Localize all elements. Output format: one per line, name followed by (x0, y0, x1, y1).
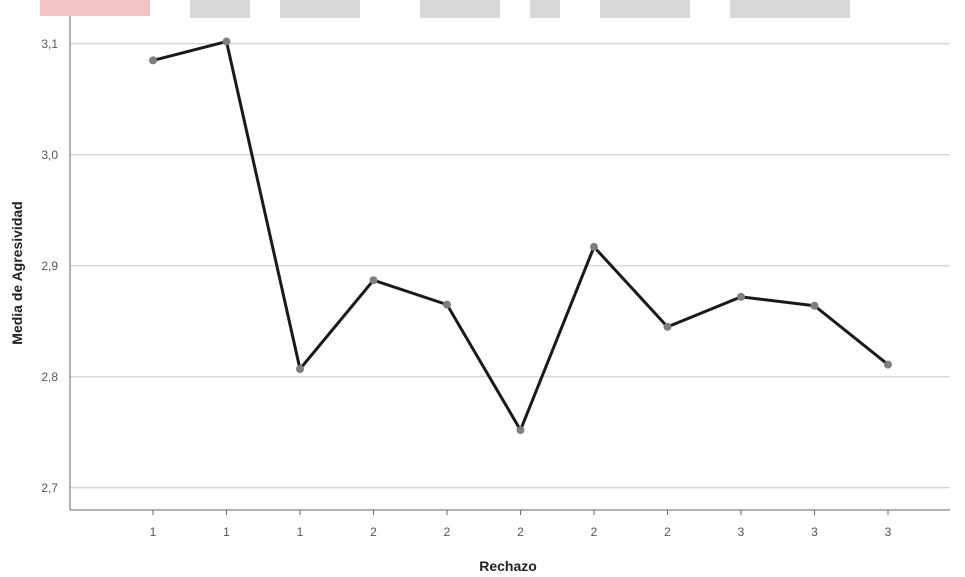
data-point (884, 360, 892, 369)
x-tick-label: 1 (297, 525, 304, 539)
series-markers (149, 37, 892, 435)
x-tick-label: 2 (370, 525, 377, 539)
data-point (663, 322, 672, 331)
x-tick-label: 2 (517, 525, 524, 539)
data-point (222, 37, 231, 46)
y-tick-labels: 2,7 2,8 2,9 3,0 3,1 (41, 37, 58, 495)
data-point (810, 301, 819, 310)
y-tick-label: 3,0 (41, 148, 58, 162)
data-point (590, 242, 598, 251)
x-tick-label: 1 (223, 525, 230, 539)
x-tick-label: 1 (150, 525, 157, 539)
x-tick-label: 2 (664, 525, 671, 539)
series-line-layer (152, 40, 889, 432)
x-tick-label: 3 (811, 525, 818, 539)
x-tick-label: 3 (885, 525, 892, 539)
x-tick-label: 2 (591, 525, 598, 539)
data-point (296, 365, 304, 374)
x-axis-title: Rechazo (479, 558, 537, 574)
data-point (737, 292, 745, 301)
gridlines (70, 43, 950, 489)
y-tick-label: 2,7 (41, 481, 58, 495)
x-tick-labels: 1 1 1 2 2 2 2 2 3 3 3 (150, 510, 892, 539)
data-point (369, 276, 378, 285)
x-tick-label: 2 (444, 525, 451, 539)
y-tick-label: 2,8 (41, 370, 58, 384)
data-point (443, 300, 451, 309)
data-point (516, 426, 525, 435)
axes (69, 16, 950, 511)
y-axis-title: Media de Agresividad (9, 201, 25, 344)
y-tick-label: 2,9 (41, 259, 58, 273)
x-tick-label: 3 (738, 525, 745, 539)
watermark-band (40, 0, 850, 18)
y-tick-label: 3,1 (41, 37, 58, 51)
data-point (149, 56, 157, 65)
series-line (152, 40, 889, 432)
